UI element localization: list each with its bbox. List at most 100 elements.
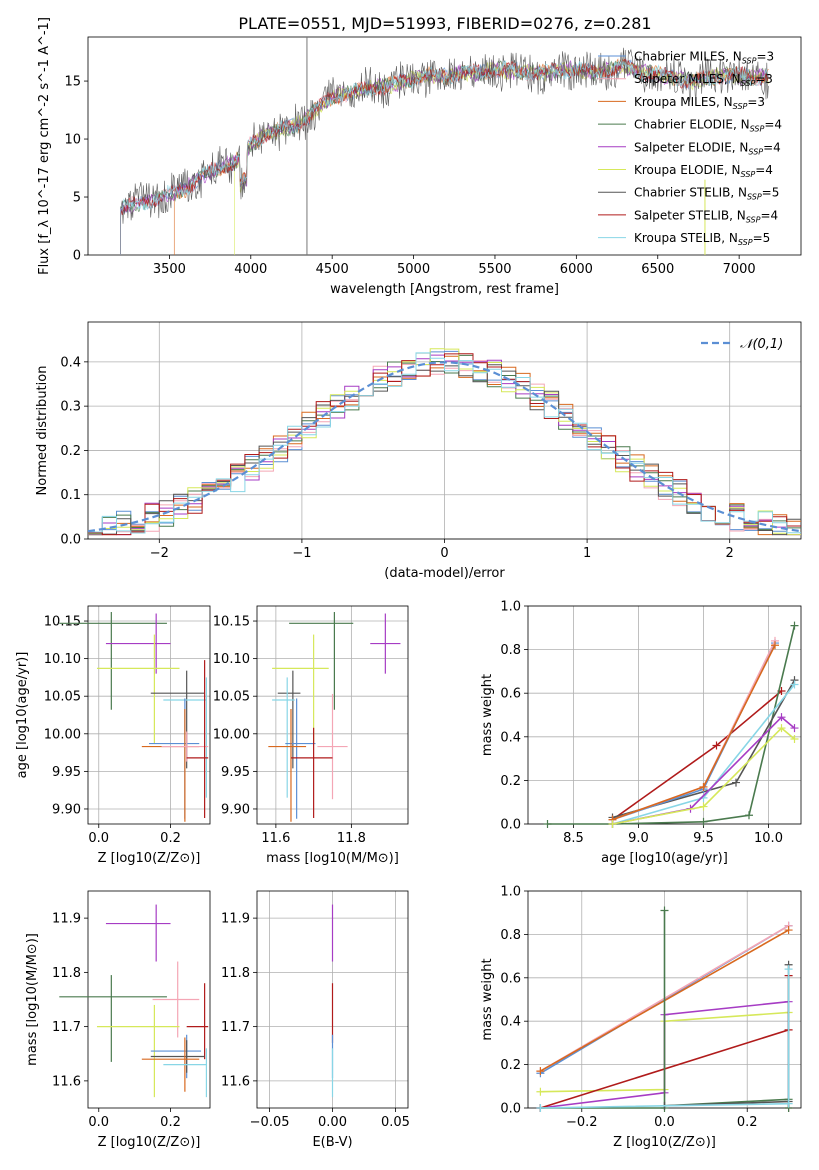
y-tick-label: 0.1 [60, 488, 81, 503]
y-tick-label: 10.15 [213, 615, 250, 630]
y-axis-label: age [log10(age/yr)] [15, 652, 30, 779]
histogram-step [88, 348, 801, 536]
weight-line [612, 644, 776, 821]
axes-frame [87, 36, 802, 256]
weight-marker [777, 724, 786, 733]
weight-vs-metallicity-panel: −0.2 0.0 0.2 0.0 0.2 0.4 0.6 0.8 1.0 Z [log10(Z/Z… [480, 885, 802, 1150]
x-axis-label: Z [log10(Z/Z⊙)] [613, 1135, 716, 1150]
weight-marker [784, 1099, 793, 1108]
y-tick-label: 10.05 [44, 690, 81, 705]
x-tick-label: 0.0 [88, 831, 109, 846]
axes-frame [527, 605, 802, 825]
x-axis-label: Z [log10(Z/Z⊙)] [98, 851, 201, 866]
y-tick-label: 10.15 [44, 615, 81, 630]
legend-label: Chabrier ELODIE, NSSP=4 [634, 118, 782, 134]
y-tick-label: 0.2 [60, 444, 81, 459]
x-tick-label: 1 [583, 546, 591, 561]
x-tick-label: 9.5 [693, 831, 714, 846]
y-tick-label: 1.0 [500, 600, 521, 615]
spectrum-line [120, 59, 769, 255]
x-tick-label: −0.05 [250, 1115, 290, 1130]
y-tick-label: 0.2 [500, 1058, 521, 1073]
weight-marker [790, 621, 799, 630]
age-vs-mass-panel: 11.6 11.8 9.90 9.95 10.00 10.05 10.10 10.15 mass… [213, 605, 409, 866]
y-tick-label: 0.0 [500, 1102, 521, 1117]
spectrum-panel: 3500 4000 4500 5000 5500 6000 6500 7000 0 5 10 15 wa… [37, 17, 802, 297]
x-axis-label: E(B-V) [312, 1135, 352, 1150]
y-tick-label: 11.8 [52, 966, 81, 981]
weight-marker [790, 680, 799, 689]
y-tick-label: 10.00 [44, 727, 81, 742]
x-tick-label: 9.0 [628, 831, 649, 846]
weight-marker [790, 724, 799, 733]
weight-marker [784, 926, 793, 935]
legend-label: Kroupa STELIB, NSSP=5 [634, 231, 770, 247]
legend-label: Kroupa MILES, NSSP=3 [634, 95, 765, 111]
x-tick-label: 11.6 [261, 831, 290, 846]
x-tick-label: 3500 [153, 262, 186, 277]
axes-frame [256, 605, 409, 825]
y-tick-label: 0.6 [500, 687, 521, 702]
mass-vs-ebv-panel: −0.05 0.00 0.05 11.6 11.7 11.8 11.9 E(B-V) [221, 890, 410, 1150]
normal-curve [87, 361, 802, 533]
y-tick-label: 11.7 [52, 1020, 81, 1035]
y-tick-label: 0.3 [60, 400, 81, 415]
axes-frame [256, 890, 409, 1109]
y-axis-label: mass weight [480, 958, 495, 1040]
y-tick-label: 0.6 [500, 971, 521, 986]
x-axis-label: age [log10(age/yr)] [601, 851, 728, 866]
weight-marker [660, 906, 669, 915]
weight-marker [712, 741, 721, 750]
x-tick-label: −2 [150, 546, 169, 561]
legend-label: Salpeter MILES, NSSP=3 [634, 72, 773, 88]
legend-label: Salpeter ELODIE, NSSP=4 [634, 140, 781, 156]
legend-label: Chabrier STELIB, NSSP=5 [634, 186, 779, 202]
y-tick-label: 10.00 [213, 727, 250, 742]
legend-label: Kroupa ELODIE, NSSP=4 [634, 163, 773, 179]
legend-label: Salpeter STELIB, NSSP=4 [634, 208, 778, 224]
x-tick-label: 4500 [316, 262, 349, 277]
x-axis-label: (data-model)/error [384, 566, 505, 581]
weight-line [547, 625, 796, 825]
y-tick-label: 15 [64, 75, 81, 90]
age-vs-metallicity-panel: 0.0 0.2 9.90 9.95 10.00 10.05 10.10 10.15 Z [log… [15, 605, 211, 866]
y-tick-label: 11.9 [52, 912, 81, 927]
y-tick-label: 10 [64, 133, 81, 148]
y-axis-label: Normed distribution [35, 366, 50, 496]
x-tick-label: 4000 [234, 262, 267, 277]
weight-marker [745, 811, 753, 820]
y-tick-label: 0.0 [60, 533, 81, 548]
y-tick-label: 10.05 [213, 690, 250, 705]
histogram-step [88, 350, 801, 536]
axes-frame [87, 321, 802, 540]
legend-label: 𝒩(0,1) [740, 337, 783, 352]
y-tick-label: 11.9 [221, 912, 250, 927]
x-tick-label: 5500 [478, 262, 511, 277]
y-tick-label: 0.4 [500, 730, 521, 745]
y-tick-label: 0.2 [500, 774, 521, 789]
x-tick-label: 0.2 [737, 1115, 758, 1130]
axes-frame [87, 605, 211, 825]
x-tick-label: 11.8 [337, 831, 366, 846]
x-axis-label: mass [log10(M/M⊙)] [266, 851, 399, 866]
y-tick-label: 0 [73, 249, 81, 264]
weight-marker [777, 713, 786, 722]
y-tick-label: 0.8 [500, 928, 521, 943]
figure-title: PLATE=0551, MJD=51993, FIBERID=0276, z=0… [238, 14, 651, 33]
weight-marker [536, 1104, 545, 1112]
x-tick-label: 0.2 [160, 1115, 181, 1130]
residuals-panel: −2 −1 0 1 2 0.0 0.1 0.2 0.3 0.4 (data-model)/error… [35, 321, 802, 581]
y-tick-label: 11.8 [221, 966, 250, 981]
y-axis-label: mass [log10(M/M⊙)] [25, 933, 40, 1066]
weight-marker [536, 1087, 545, 1096]
weight-vs-age-panel: 8.5 9.0 9.5 10.0 0.0 0.2 0.4 0.6 0.8 1.0 age [log1… [480, 600, 802, 866]
x-tick-label: 2 [726, 546, 734, 561]
y-tick-label: 9.95 [221, 765, 250, 780]
spectrum-line [120, 47, 769, 255]
y-tick-label: 0.4 [500, 1015, 521, 1030]
x-tick-label: 0.0 [654, 1115, 675, 1130]
weight-marker [732, 778, 740, 787]
y-tick-label: 0.8 [500, 643, 521, 658]
histogram-step [88, 352, 801, 534]
